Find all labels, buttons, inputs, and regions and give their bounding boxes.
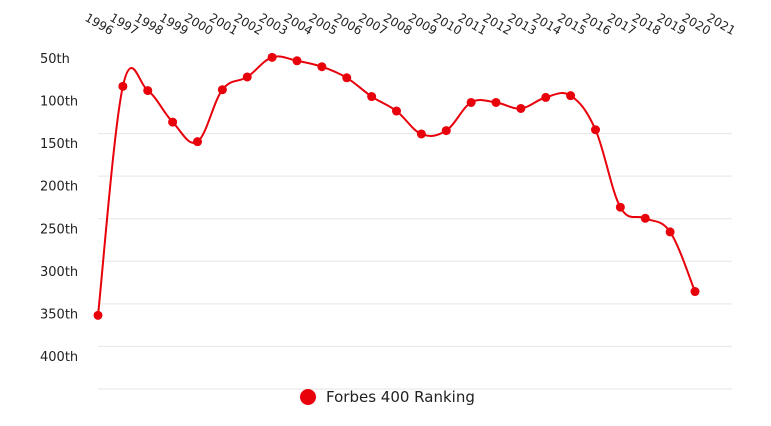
gridlines (98, 133, 732, 390)
data-point (466, 97, 476, 107)
y-tick-label: 250th (40, 222, 78, 237)
data-point (342, 73, 352, 83)
y-tick-label: 150th (40, 137, 78, 152)
data-point (118, 81, 128, 91)
legend: Forbes 400 Ranking (300, 386, 475, 408)
data-point (292, 56, 302, 66)
data-point (143, 86, 153, 96)
data-point (441, 126, 451, 136)
data-point (367, 92, 377, 102)
y-tick-label: 200th (40, 180, 78, 195)
data-point (217, 85, 227, 95)
data-point (665, 227, 675, 237)
data-point (193, 137, 202, 147)
data-point (242, 72, 252, 82)
y-tick-label: 50th (40, 52, 70, 67)
legend-swatch (300, 389, 316, 405)
data-point (168, 117, 178, 127)
y-tick-label: 100th (40, 95, 78, 110)
y-axis-ticks: 50th 100th 150th 200th 250th 300th 350th 400th (40, 52, 78, 365)
x-axis-ticks: 1996199719981999200020012002200320042005… (83, 10, 738, 37)
data-point (392, 106, 401, 116)
data-point (591, 125, 600, 135)
legend-label: Forbes 400 Ranking (326, 388, 475, 406)
data-point (640, 213, 650, 223)
y-tick-label: 400th (40, 350, 78, 365)
data-point (93, 310, 103, 320)
data-point (615, 202, 625, 212)
data-point (541, 92, 551, 102)
data-point (491, 97, 501, 107)
series-line (97, 55, 696, 316)
data-point (416, 129, 426, 139)
data-point (516, 103, 526, 113)
data-point (566, 91, 576, 101)
y-tick-label: 350th (40, 307, 78, 322)
data-points (93, 52, 700, 320)
data-point (317, 62, 327, 72)
data-point (690, 287, 700, 297)
y-tick-label: 300th (40, 265, 78, 280)
x-tick-label: 2021 (704, 10, 737, 37)
data-point (267, 52, 277, 62)
